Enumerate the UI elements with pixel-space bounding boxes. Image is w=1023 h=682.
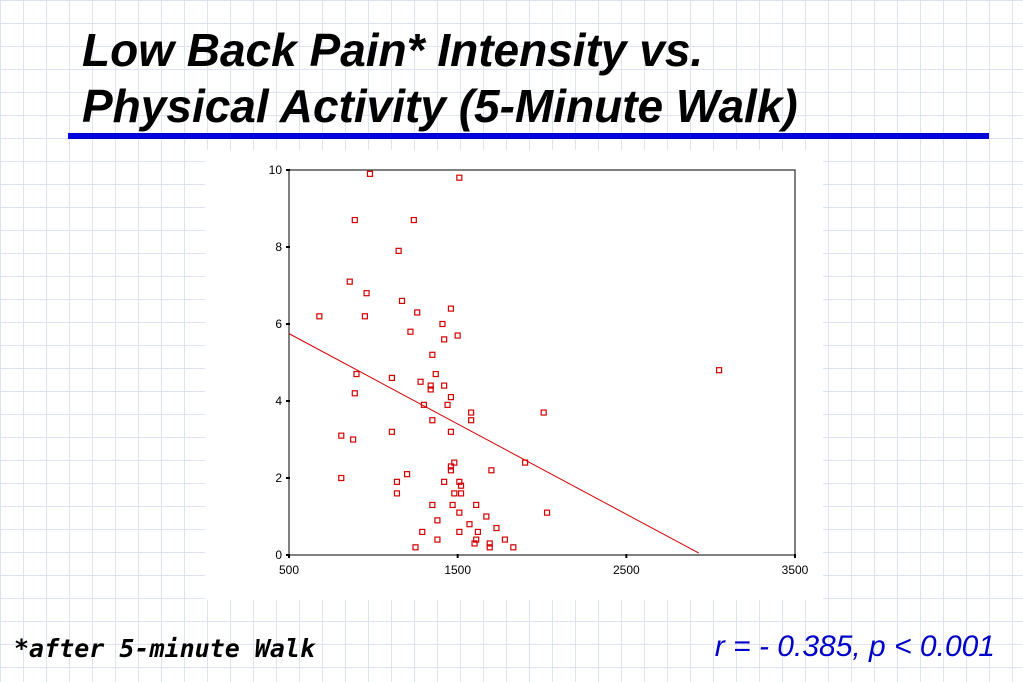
y-tick-label: 8 <box>275 240 282 254</box>
x-tick-label: 3500 <box>782 563 809 577</box>
data-point <box>398 297 406 304</box>
data-point <box>393 490 401 497</box>
data-point <box>393 478 401 485</box>
data-point <box>412 544 419 551</box>
data-point <box>316 313 323 320</box>
y-tick-label: 6 <box>275 317 282 331</box>
data-point <box>457 482 465 489</box>
data-point <box>716 367 723 374</box>
data-point <box>427 382 434 389</box>
data-point <box>468 409 475 416</box>
data-point <box>456 509 463 516</box>
data-point <box>434 517 441 524</box>
slide-title-line-1: Low Back Pain* Intensity vs. <box>82 24 704 76</box>
data-point <box>447 305 455 312</box>
data-point <box>447 463 455 470</box>
data-point <box>338 432 345 439</box>
data-point <box>456 478 463 485</box>
data-point <box>457 490 465 497</box>
scatter-chart: 02468105001500250035005-Minute Walk Dist… <box>205 150 823 600</box>
data-point <box>420 401 428 408</box>
data-point <box>353 370 360 378</box>
data-point <box>403 471 411 478</box>
x-tick-label: 1500 <box>444 563 471 577</box>
data-point <box>543 509 551 516</box>
data-point <box>439 320 446 328</box>
data-point <box>468 417 475 424</box>
correlation-stats: r = - 0.385, p < 0.001 <box>714 630 995 663</box>
slide-title: Low Back Pain* Intensity vs. Physical Ac… <box>82 22 982 134</box>
data-point <box>417 378 424 385</box>
x-tick-label: 2500 <box>613 563 640 577</box>
data-point <box>349 436 357 443</box>
data-point <box>447 394 455 401</box>
data-point <box>414 309 421 316</box>
data-point <box>441 336 448 343</box>
data-point <box>427 386 434 393</box>
data-point <box>432 370 439 378</box>
data-point <box>483 513 490 520</box>
data-point <box>410 216 417 224</box>
data-point <box>501 536 508 543</box>
data-point <box>361 313 368 320</box>
plot-frame <box>288 169 796 556</box>
data-point <box>456 528 463 535</box>
data-point <box>471 540 478 547</box>
data-point <box>388 374 395 381</box>
data-point <box>395 247 402 254</box>
data-point <box>466 521 473 528</box>
data-point <box>388 428 395 435</box>
data-point <box>488 467 495 474</box>
data-point <box>419 528 426 535</box>
data-point <box>351 390 358 397</box>
y-tick-label: 0 <box>275 548 282 562</box>
footnote: *after 5-minute Walk <box>14 634 316 663</box>
data-point <box>363 290 370 297</box>
data-point <box>447 428 455 435</box>
data-point <box>441 382 448 389</box>
data-point <box>351 216 358 224</box>
data-point <box>366 170 374 177</box>
data-point <box>454 332 461 339</box>
title-underline <box>68 133 989 139</box>
y-tick-label: 2 <box>275 471 282 485</box>
y-tick-label: 4 <box>275 394 282 408</box>
data-point <box>456 174 463 181</box>
data-point <box>449 501 456 509</box>
data-point <box>474 528 482 535</box>
regression-line <box>288 333 700 554</box>
data-point <box>444 401 451 408</box>
y-tick-label: 10 <box>269 163 283 177</box>
data-point <box>429 351 436 358</box>
data-point <box>493 524 500 532</box>
data-point <box>434 536 441 543</box>
data-point <box>346 278 353 285</box>
data-point <box>429 501 436 509</box>
data-point <box>522 459 529 466</box>
data-point <box>486 540 493 547</box>
data-point <box>510 544 517 551</box>
data-point <box>407 328 414 335</box>
data-point <box>540 409 547 416</box>
data-point <box>338 474 345 482</box>
scatter-chart-svg: 02468105001500250035005-Minute Walk Dist… <box>269 163 809 577</box>
data-point <box>441 478 448 485</box>
data-point <box>447 467 455 474</box>
data-point <box>473 501 480 509</box>
data-point <box>451 459 458 466</box>
data-point <box>429 417 436 424</box>
x-tick-label: 500 <box>279 563 299 577</box>
data-point <box>473 536 480 543</box>
data-point <box>486 544 493 551</box>
data-point <box>451 490 458 497</box>
slide-title-line-2: Physical Activity (5-Minute Walk) <box>82 80 798 132</box>
